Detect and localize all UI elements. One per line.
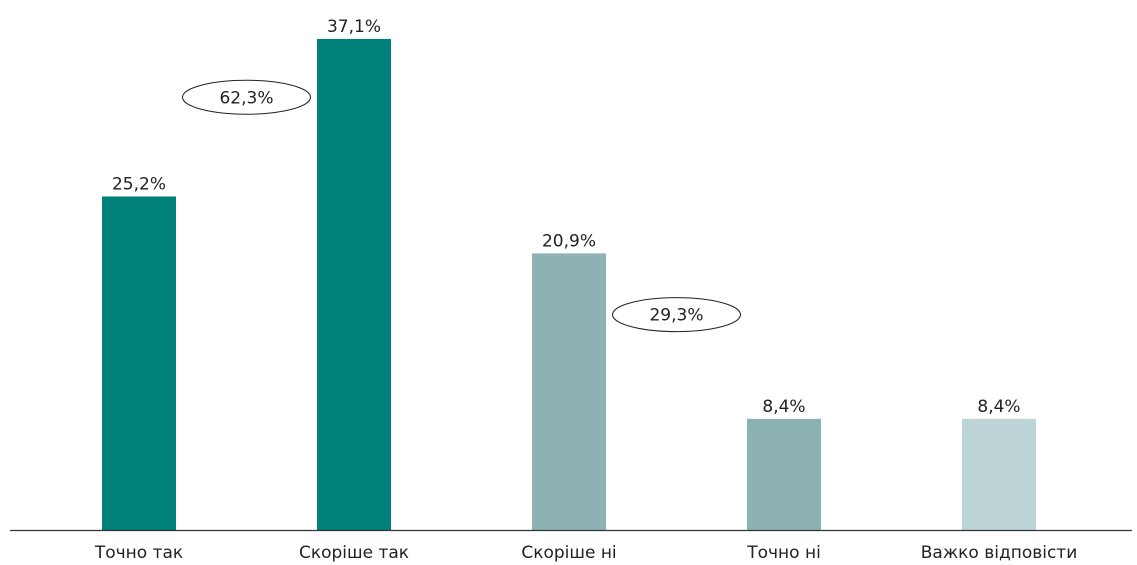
bars-group xyxy=(102,39,1036,530)
category-label-4: Важко відповісти xyxy=(921,543,1078,563)
bar-4 xyxy=(962,418,1036,530)
category-label-2: Скоріше ні xyxy=(521,543,616,563)
value-label-1: 37,1% xyxy=(327,17,381,37)
category-label-0: Точно так xyxy=(94,543,183,563)
annotation-label-1: 29,3% xyxy=(649,306,703,326)
annotation-ellipse-1 xyxy=(612,297,741,333)
value-label-3: 8,4% xyxy=(762,397,805,417)
value-label-4: 8,4% xyxy=(977,397,1020,417)
category-label-1: Скоріше так xyxy=(299,543,409,563)
bar-1 xyxy=(317,39,391,530)
annotation-ellipse-0 xyxy=(182,79,311,115)
category-label-3: Точно ні xyxy=(746,543,821,563)
value-label-0: 25,2% xyxy=(112,174,166,194)
category-labels-group: Точно так Скоріше так Скоріше ні Точно ні Ва… xyxy=(94,543,1077,563)
annotations-group: 62,3% 29,3% xyxy=(182,79,741,333)
annotation-label-0: 62,3% xyxy=(219,88,273,108)
bar-0 xyxy=(102,196,176,530)
bar-2 xyxy=(532,253,606,530)
value-label-2: 20,9% xyxy=(542,231,596,251)
bar-3 xyxy=(747,418,821,530)
value-labels-group: 25,2% 37,1% 20,9% 8,4% 8,4% xyxy=(112,17,1021,417)
